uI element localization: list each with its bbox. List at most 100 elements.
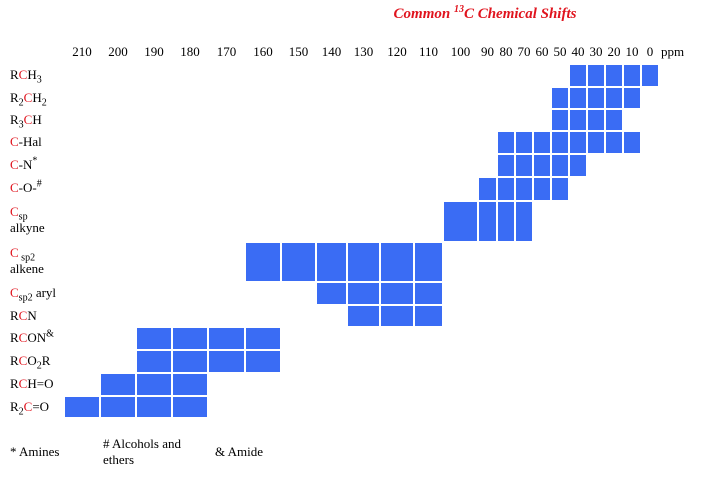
shift-cell [515, 201, 533, 242]
label-part: R [10, 330, 19, 345]
label-part: 2 [18, 97, 24, 109]
label-part: C [10, 245, 19, 260]
row-label: R3CH [10, 112, 42, 131]
label-part: C [10, 157, 19, 172]
shift-cell [478, 201, 497, 242]
shift-cell [281, 242, 316, 282]
label-part: C [10, 180, 19, 195]
shift-cell [605, 131, 623, 154]
column-header: 210 [72, 44, 92, 59]
shift-cell [136, 327, 172, 350]
label-part: -N [18, 157, 33, 172]
column-header: 70 [517, 44, 531, 59]
row-label: RCH3 [10, 67, 42, 86]
shift-cell [497, 154, 515, 177]
shift-cell [136, 350, 172, 373]
shift-cell [208, 327, 245, 350]
shift-cell [641, 64, 659, 87]
column-header: 60 [535, 44, 549, 59]
unit-label: ppm [661, 44, 685, 59]
shift-cell [245, 327, 281, 350]
column-header: 40 [571, 44, 585, 59]
shift-cell [136, 396, 172, 418]
shift-cell [172, 373, 208, 396]
footnote: # Alcohols and ethers [103, 436, 181, 467]
row-label: RCN [10, 308, 37, 324]
label-part: 3 [18, 119, 24, 131]
column-header: 130 [353, 44, 374, 59]
shift-cell [587, 109, 605, 131]
label-part: C [23, 90, 33, 105]
column-header: 200 [108, 44, 128, 59]
label-part: sp2 [18, 292, 33, 304]
shift-cell [515, 154, 533, 177]
shift-cell [551, 177, 569, 201]
column-header: 120 [387, 44, 407, 59]
label-part: alkyne [10, 220, 45, 235]
column-header: 10 [625, 44, 639, 59]
shift-cell [172, 396, 208, 418]
label-part: -O- [18, 180, 37, 195]
shift-cell [587, 87, 605, 109]
shift-cell [569, 131, 587, 154]
row-label: C-Hal [10, 134, 42, 150]
shift-cell [347, 305, 380, 327]
label-part: C [23, 112, 33, 127]
shift-cell [172, 350, 208, 373]
column-header: 180 [180, 44, 200, 59]
shift-cell [347, 282, 380, 305]
shift-cell [569, 64, 587, 87]
shift-cell [347, 242, 380, 282]
label-part: # [36, 178, 42, 190]
label-part: R [10, 376, 19, 391]
shift-cell [569, 154, 587, 177]
label-part: C [18, 308, 28, 323]
column-header: 0 [646, 44, 654, 59]
row-label: C sp2 alkene [10, 245, 44, 277]
label-part: O [27, 353, 37, 368]
shift-cell [623, 87, 641, 109]
shift-cell [380, 242, 414, 282]
row-label: Csp alkyne [10, 204, 45, 236]
column-header: 50 [553, 44, 567, 59]
shift-cell [208, 350, 245, 373]
row-label: C-O-# [10, 178, 42, 196]
label-part: C [18, 330, 28, 345]
shift-cell [497, 131, 515, 154]
label-part: R [10, 112, 19, 127]
label-part: & [46, 328, 54, 340]
column-header: 170 [216, 44, 237, 59]
shift-cell [605, 64, 623, 87]
shift-cell [100, 373, 136, 396]
column-header: 150 [288, 44, 309, 59]
shift-cell [515, 131, 533, 154]
label-part: R [10, 353, 19, 368]
shift-cell [605, 87, 623, 109]
label-part: H [32, 112, 42, 127]
label-part: sp [18, 211, 28, 223]
label-part: 3 [36, 74, 42, 86]
label-part: alkene [10, 261, 44, 276]
shift-cell [414, 242, 443, 282]
label-part: * [32, 155, 38, 167]
label-part: Common [393, 6, 454, 22]
label-part: 2 [41, 97, 47, 109]
label-part: C [10, 285, 19, 300]
row-label: RCH=O [10, 376, 53, 392]
label-part: 2 [18, 406, 24, 418]
label-part: aryl [32, 285, 57, 300]
label-part: R [10, 308, 19, 323]
row-label: Csp2 aryl [10, 285, 57, 304]
label-part: C [10, 204, 19, 219]
shift-cell [551, 109, 569, 131]
label-part: C Chemical Shifts [463, 6, 577, 22]
label-part: ON [27, 330, 47, 345]
shift-cell [172, 327, 208, 350]
shift-cell [551, 154, 569, 177]
label-part: C [18, 376, 28, 391]
column-header: 140 [321, 44, 342, 59]
label-part: C [10, 134, 19, 149]
shift-cell [245, 242, 281, 282]
row-label: C-N* [10, 155, 38, 173]
